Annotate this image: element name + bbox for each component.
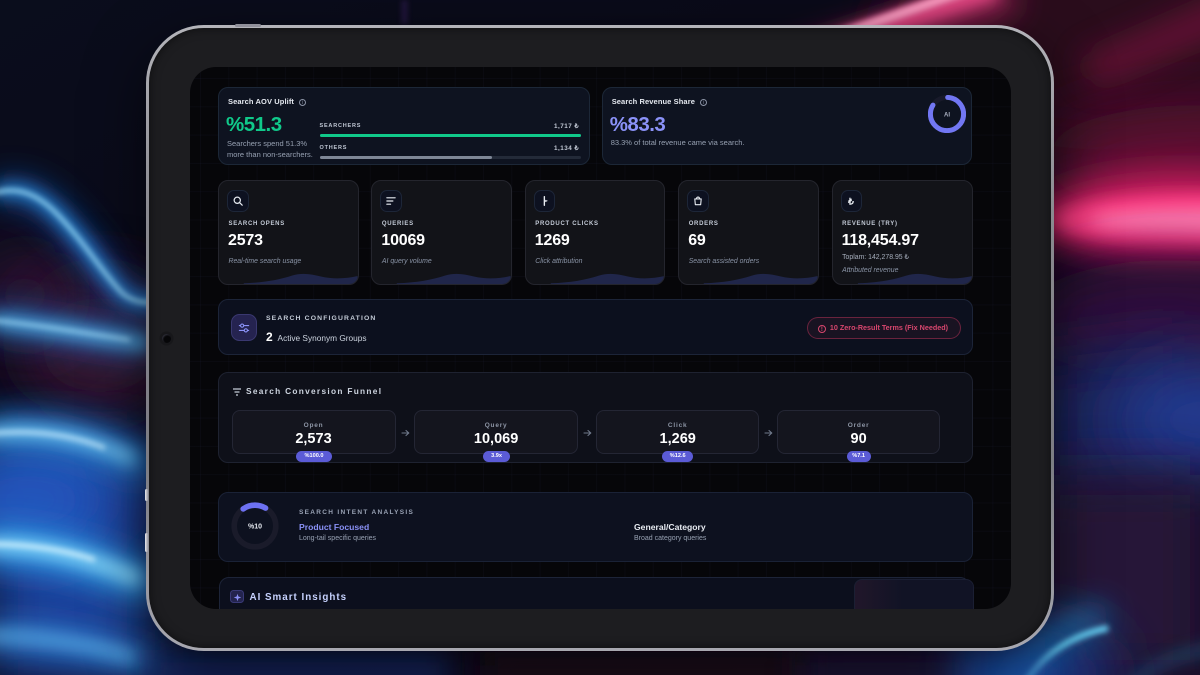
- svg-text:%10: %10: [248, 524, 262, 531]
- svg-text:₺: ₺: [847, 196, 854, 206]
- svg-text:AI: AI: [944, 113, 950, 119]
